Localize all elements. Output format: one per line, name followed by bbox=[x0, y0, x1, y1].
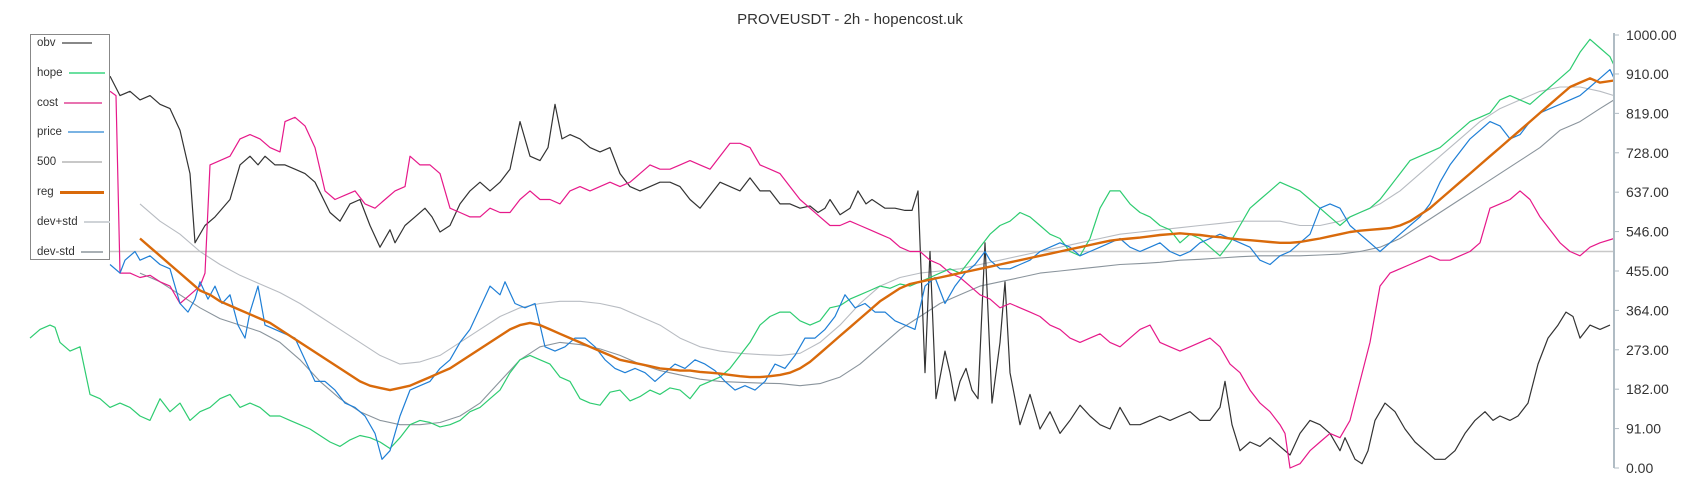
legend-swatch-icon bbox=[67, 131, 104, 134]
legend-label: reg bbox=[37, 186, 54, 198]
legend-item-hope[interactable]: hope bbox=[37, 67, 105, 79]
legend-swatch-icon bbox=[62, 161, 103, 164]
y-tick-label: 637.00 bbox=[1626, 184, 1669, 200]
y-tick-label: 1000.00 bbox=[1626, 27, 1677, 43]
series-hope-line bbox=[29, 38, 1615, 450]
legend-swatch-icon bbox=[64, 101, 103, 104]
legend-swatch-icon bbox=[68, 71, 105, 74]
y-tick-label: 364.00 bbox=[1626, 302, 1669, 318]
legend-item-price[interactable]: price bbox=[37, 126, 104, 138]
series-layer bbox=[29, 38, 1615, 469]
y-tick-label: 455.00 bbox=[1626, 263, 1669, 279]
y-tick-label: 910.00 bbox=[1626, 66, 1669, 82]
legend-swatch-icon bbox=[59, 190, 104, 194]
y-tick-label: 546.00 bbox=[1626, 224, 1669, 240]
legend-item-dev-std[interactable]: dev-std bbox=[37, 246, 103, 258]
legend-swatch-icon bbox=[80, 250, 103, 253]
legend-label: dev+std bbox=[37, 215, 78, 228]
legend-label: cost bbox=[37, 96, 59, 109]
series-reg-line bbox=[139, 77, 1615, 392]
legend-label: obv bbox=[37, 37, 56, 49]
legend-label: dev-std bbox=[37, 245, 75, 258]
legend-swatch-icon bbox=[61, 42, 92, 44]
legend-item-obv[interactable]: obv bbox=[37, 37, 92, 49]
legend-item-cost[interactable]: cost bbox=[37, 96, 103, 109]
legend-label: 500 bbox=[37, 156, 57, 169]
legend: obv hope cost price 500 reg dev+std dev-std bbox=[30, 34, 110, 260]
series-obv-line bbox=[109, 75, 1611, 465]
series-price-line bbox=[109, 68, 1615, 460]
y-tick-label: 819.00 bbox=[1626, 105, 1669, 121]
series-dev-std-line bbox=[139, 86, 1615, 365]
series-dev-std-line bbox=[139, 99, 1615, 426]
legend-label: hope bbox=[37, 66, 63, 79]
legend-label: price bbox=[37, 126, 62, 139]
legend-swatch-icon bbox=[83, 220, 110, 223]
series-cost-line bbox=[109, 90, 1615, 469]
legend-item-reg[interactable]: reg bbox=[37, 186, 104, 198]
y-axis: 1000.00 910.00 819.00 728.00 637.00 546.00 455… bbox=[1613, 27, 1677, 476]
chart-title: PROVEUSDT - 2h - hopencost.uk bbox=[737, 11, 963, 28]
legend-item-500[interactable]: 500 bbox=[37, 156, 103, 169]
y-tick-label: 273.00 bbox=[1626, 342, 1669, 358]
legend-item-dev-std[interactable]: dev+std bbox=[37, 216, 110, 228]
y-tick-label: 182.00 bbox=[1626, 381, 1669, 397]
y-tick-label: 728.00 bbox=[1626, 145, 1669, 161]
y-tick-label: 0.00 bbox=[1626, 460, 1653, 476]
y-tick-label: 91.00 bbox=[1626, 421, 1661, 437]
